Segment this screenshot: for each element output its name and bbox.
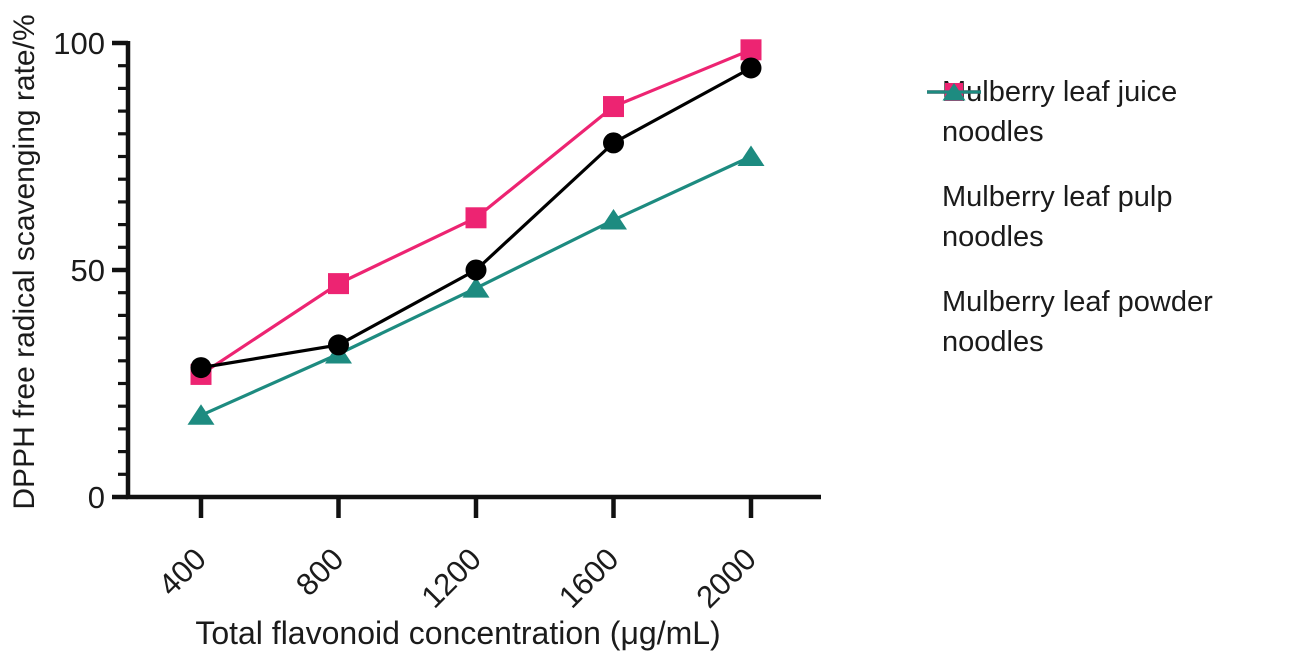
- plot-layer: 0 50 100 400 800 1200 1600 2000: [53, 26, 821, 615]
- square-marker: [603, 96, 624, 118]
- square-marker: [740, 39, 762, 61]
- legend: Mulberry leaf juice noodles Mulberry lea…: [926, 72, 1298, 387]
- x-tick-label: 400: [152, 541, 213, 602]
- y-tick-label: 50: [71, 253, 105, 288]
- x-tick-label: 800: [289, 541, 350, 602]
- legend-label-powder: Mulberry leaf powder noodles: [942, 286, 1213, 358]
- legend-label-pulp: Mulberry leaf pulp noodles: [942, 181, 1173, 253]
- circle-marker: [190, 357, 212, 379]
- series-circle: [190, 57, 762, 379]
- y-axis-title: DPPH free radical scavenging rate/%: [8, 14, 41, 509]
- legend-item-pulp: Mulberry leaf pulp noodles: [926, 83, 1298, 257]
- y-tick-label: 0: [88, 480, 105, 515]
- circle-marker: [328, 334, 349, 356]
- circle-marker: [603, 132, 624, 154]
- triangle-marker: [600, 209, 627, 230]
- x-tick-label: 2000: [689, 541, 763, 615]
- series-triangle: [187, 145, 765, 425]
- y-tick-label: 100: [53, 26, 105, 61]
- square-marker: [465, 207, 487, 229]
- triangle-marker: [737, 145, 765, 166]
- circle-marker: [740, 57, 762, 79]
- triangle-marker: [462, 277, 490, 298]
- x-tick-label: 1600: [552, 541, 626, 615]
- circle-marker: [465, 259, 487, 281]
- legend-label-juice: Mulberry leaf juice noodles: [942, 76, 1178, 148]
- legend-item-juice: Mulberry leaf juice noodles: [926, 72, 1298, 152]
- x-axis-title: Total flavonoid concentration (μg/mL): [195, 615, 720, 651]
- square-marker: [328, 273, 349, 295]
- legend-triangle: [942, 83, 966, 101]
- triangle-marker: [187, 404, 215, 425]
- legend-triangle-marker-icon: [927, 83, 981, 101]
- legend-item-powder: Mulberry leaf powder noodles: [926, 83, 1298, 362]
- x-tick-label: 1200: [414, 541, 488, 615]
- series-square: [190, 39, 762, 385]
